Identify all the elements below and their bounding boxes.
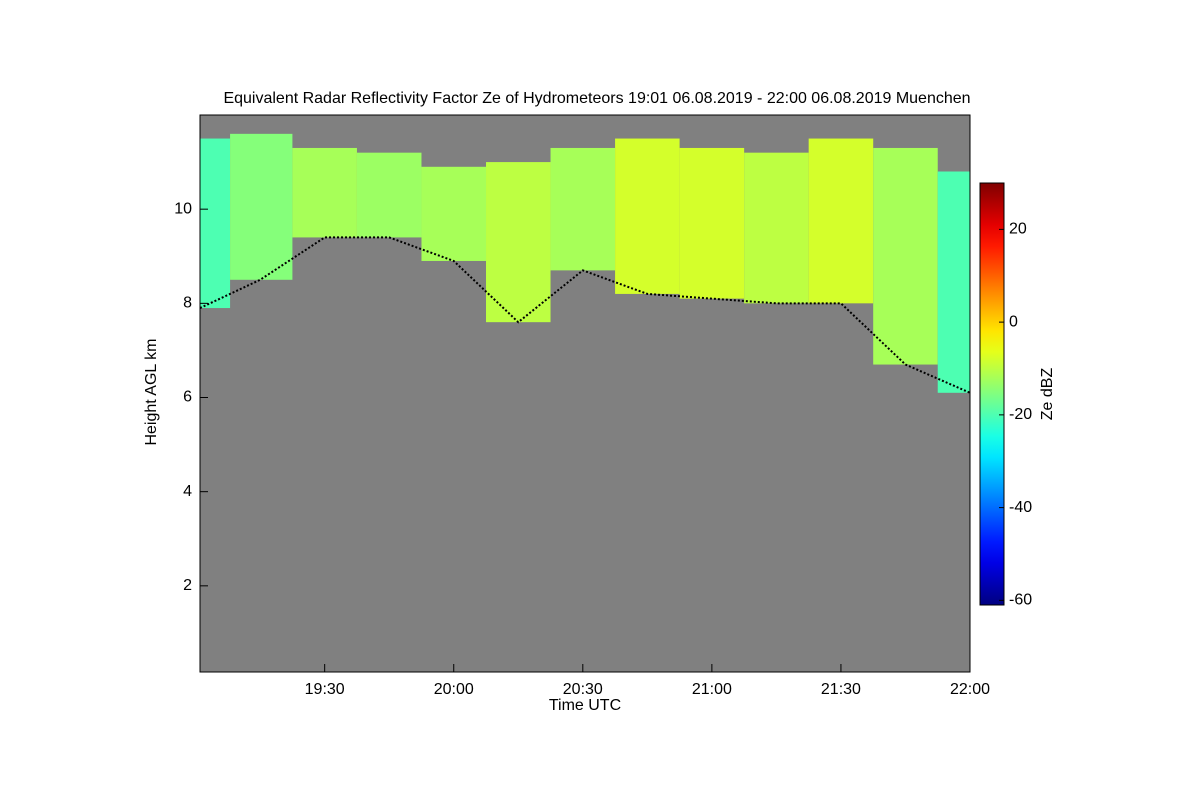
reflectivity-column xyxy=(615,138,680,294)
x-axis-label: Time UTC xyxy=(549,697,621,714)
reflectivity-column xyxy=(200,138,231,309)
x-tick-label: 20:30 xyxy=(563,681,603,698)
reflectivity-column xyxy=(292,147,357,238)
reflectivity-column xyxy=(873,147,938,365)
x-tick-label: 21:00 xyxy=(692,681,732,698)
reflectivity-column xyxy=(808,138,874,304)
reflectivity-column xyxy=(937,171,970,393)
colorbar xyxy=(979,182,1005,606)
reflectivity-column xyxy=(356,152,422,238)
x-tick-label: 20:00 xyxy=(434,681,474,698)
colorbar-tick-label: -20 xyxy=(1009,406,1032,423)
x-tick-label: 19:30 xyxy=(305,681,345,698)
y-tick-label: 6 xyxy=(183,389,192,406)
reflectivity-column xyxy=(550,147,616,271)
cloud-base-line xyxy=(199,236,971,394)
reflectivity-column xyxy=(230,133,293,280)
plot-frame xyxy=(199,114,971,673)
colorbar-tick-label: -40 xyxy=(1009,499,1032,516)
reflectivity-column xyxy=(744,152,809,304)
reflectivity-column xyxy=(679,147,745,299)
y-tick-label: 8 xyxy=(183,295,192,312)
colorbar-tick-label: 0 xyxy=(1009,313,1018,330)
x-tick-label: 21:30 xyxy=(821,681,861,698)
y-axis-label: Height AGL km xyxy=(143,338,160,445)
reflectivity-column xyxy=(421,166,487,261)
y-tick-label: 4 xyxy=(183,483,192,500)
colorbar-tick-label: 20 xyxy=(1009,221,1027,238)
y-tick-label: 10 xyxy=(174,200,192,217)
x-tick-label: 22:00 xyxy=(950,681,990,698)
colorbar-label: Ze dBZ xyxy=(1039,368,1056,421)
chart-title: Equivalent Radar Reflectivity Factor Ze … xyxy=(223,90,970,107)
y-tick-label: 2 xyxy=(183,577,192,594)
reflectivity-column xyxy=(486,162,551,323)
colorbar-tick-label: -60 xyxy=(1009,592,1032,609)
